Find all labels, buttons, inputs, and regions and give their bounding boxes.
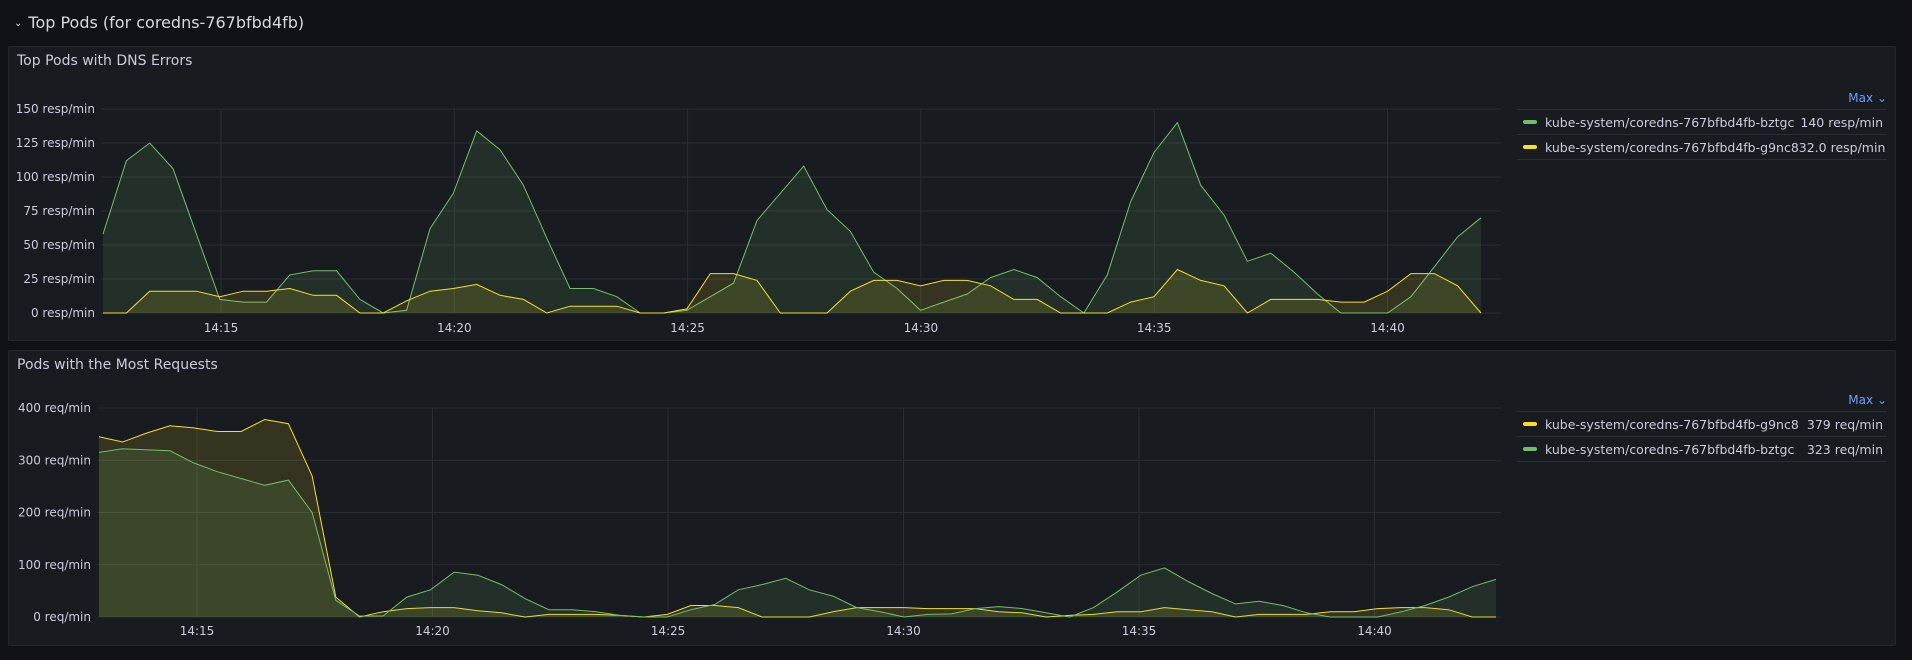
legend: Max ⌄ kube-system/coredns-767bfbd4fb-g9n… (1517, 389, 1887, 462)
chevron-down-icon: ⌄ (1876, 393, 1887, 407)
legend-item[interactable]: kube-system/coredns-767bfbd4fb-g9nc8 32.… (1517, 134, 1887, 160)
y-tick-label: 0 req/min (33, 610, 91, 624)
series-color-swatch[interactable] (1523, 145, 1537, 149)
y-tick-label: 75 resp/min (23, 204, 95, 218)
y-tick-label: 100 resp/min (16, 170, 95, 184)
x-tick-label: 14:25 (670, 321, 705, 335)
x-tick-label: 14:35 (1122, 624, 1157, 638)
panel-dns-errors: Top Pods with DNS Errors 0 resp/min 25 re… (8, 46, 1896, 341)
y-tick-label: 0 resp/min (31, 306, 95, 320)
x-tick-label: 14:30 (904, 321, 939, 335)
y-tick-label: 25 resp/min (23, 272, 95, 286)
series-area (103, 269, 1481, 313)
row-header[interactable]: ⌄ Top Pods (for coredns-767bfbd4fb) (14, 10, 304, 34)
panel-most-requests: Pods with the Most Requests 0 req/min 100… (8, 350, 1896, 646)
legend-series-name[interactable]: kube-system/coredns-767bfbd4fb-g9nc8 (1545, 416, 1799, 432)
chevron-down-icon: ⌄ (1876, 91, 1887, 105)
y-tick-label: 300 req/min (18, 453, 91, 467)
series-line[interactable] (98, 418, 1496, 618)
legend-max-value: 379 req/min (1806, 416, 1883, 432)
legend-sort-max[interactable]: Max ⌄ (1848, 91, 1887, 105)
series-area (103, 122, 1481, 313)
series-color-swatch[interactable] (1523, 447, 1537, 451)
legend-max-value: 32.0 resp/min (1798, 139, 1886, 155)
legend-max-value: 140 resp/min (1800, 114, 1883, 130)
series-line[interactable] (103, 268, 1482, 314)
x-tick-label: 14:35 (1137, 321, 1172, 335)
x-tick-label: 14:15 (180, 624, 215, 638)
y-tick-label: 400 req/min (18, 401, 91, 415)
x-tick-label: 14:20 (437, 321, 472, 335)
legend-series-name[interactable]: kube-system/coredns-767bfbd4fb-bztgc (1545, 114, 1795, 130)
timeseries-chart[interactable]: 0 resp/min 25 resp/min 50 resp/min 75 resp/… (9, 47, 1509, 342)
panel-title[interactable]: Pods with the Most Requests (17, 357, 218, 373)
x-tick-label: 14:30 (886, 624, 921, 638)
row-title: Top Pods (for coredns-767bfbd4fb) (28, 12, 305, 32)
series-line[interactable] (98, 448, 1497, 618)
y-tick-label: 200 req/min (18, 506, 91, 520)
legend-sort-max[interactable]: Max ⌄ (1848, 393, 1887, 407)
series-area (99, 448, 1496, 617)
series-color-swatch[interactable] (1523, 422, 1537, 426)
legend-item[interactable]: kube-system/coredns-767bfbd4fb-bztgc 140… (1517, 109, 1887, 134)
series-area (99, 419, 1496, 617)
x-tick-label: 14:40 (1357, 624, 1392, 638)
x-tick-label: 14:25 (651, 624, 686, 638)
y-tick-label: 100 req/min (18, 558, 91, 572)
x-tick-label: 14:20 (415, 624, 450, 638)
chevron-down-icon[interactable]: ⌄ (14, 17, 23, 29)
series-line[interactable] (102, 121, 1482, 314)
series-color-swatch[interactable] (1523, 120, 1537, 124)
legend-max-value: 323 req/min (1806, 441, 1883, 457)
legend-item[interactable]: kube-system/coredns-767bfbd4fb-g9nc8 379… (1517, 411, 1887, 436)
y-tick-label: 150 resp/min (16, 102, 95, 116)
legend-series-name[interactable]: kube-system/coredns-767bfbd4fb-g9nc8 (1545, 139, 1799, 155)
y-tick-label: 50 resp/min (23, 238, 95, 252)
timeseries-chart[interactable]: 0 req/min 100 req/min 200 req/min 300 req/m… (9, 351, 1509, 647)
x-tick-label: 14:15 (204, 321, 239, 335)
panel-title[interactable]: Top Pods with DNS Errors (17, 53, 193, 69)
y-tick-label: 125 resp/min (16, 136, 95, 150)
legend: Max ⌄ kube-system/coredns-767bfbd4fb-bzt… (1517, 87, 1887, 160)
legend-item[interactable]: kube-system/coredns-767bfbd4fb-bztgc 323… (1517, 436, 1887, 462)
x-tick-label: 14:40 (1370, 321, 1405, 335)
legend-series-name[interactable]: kube-system/coredns-767bfbd4fb-bztgc (1545, 441, 1795, 457)
